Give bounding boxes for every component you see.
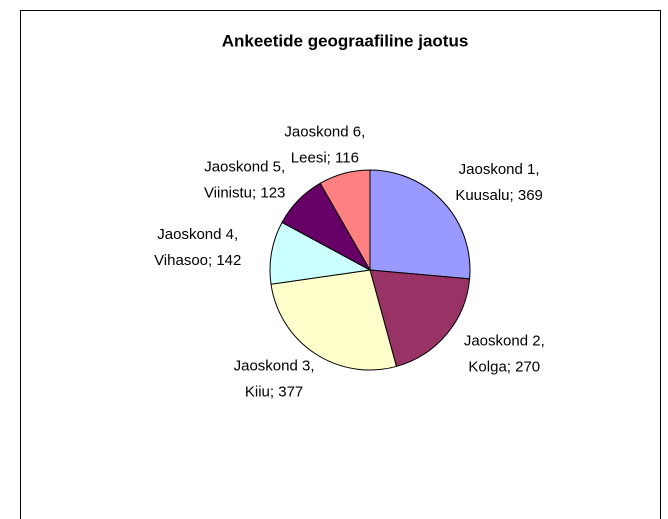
data-label: Jaoskond 6, Leesi; 116 (284, 123, 365, 166)
data-label: Jaoskond 3, Kiiu; 377 (234, 358, 315, 401)
pie-slice (369, 169, 471, 280)
data-label: Jaoskond 4, Vihasoo; 142 (154, 226, 241, 269)
data-label-line: Jaoskond 4, (157, 226, 238, 243)
data-label-line: Leesi; 116 (291, 149, 359, 166)
data-label-line: Jaoskond 1, (459, 161, 540, 178)
data-label-line: Viinistu; 123 (204, 184, 285, 201)
data-label-line: Kiiu; 377 (245, 384, 303, 401)
pie-slice (270, 269, 398, 371)
data-label: Jaoskond 1, Kuusalu; 369 (455, 161, 543, 204)
chart-title: Ankeetide geograafiline jaotus (222, 31, 469, 50)
data-label-line: Jaoskond 6, (284, 123, 365, 140)
data-label-line: Jaoskond 3, (234, 358, 315, 375)
pie-slice (319, 169, 371, 272)
data-label: Jaoskond 5, Viinistu; 123 (204, 158, 285, 201)
data-label-line: Vihasoo; 142 (154, 252, 241, 269)
data-label-line: Jaoskond 5, (204, 158, 285, 175)
data-label: Jaoskond 2, Kolga; 270 (464, 332, 545, 375)
pie-slice (369, 269, 471, 368)
data-label-line: Jaoskond 2, (464, 332, 545, 349)
data-label-line: Kolga; 270 (468, 358, 540, 375)
data-label-line: Kuusalu; 369 (455, 187, 543, 204)
